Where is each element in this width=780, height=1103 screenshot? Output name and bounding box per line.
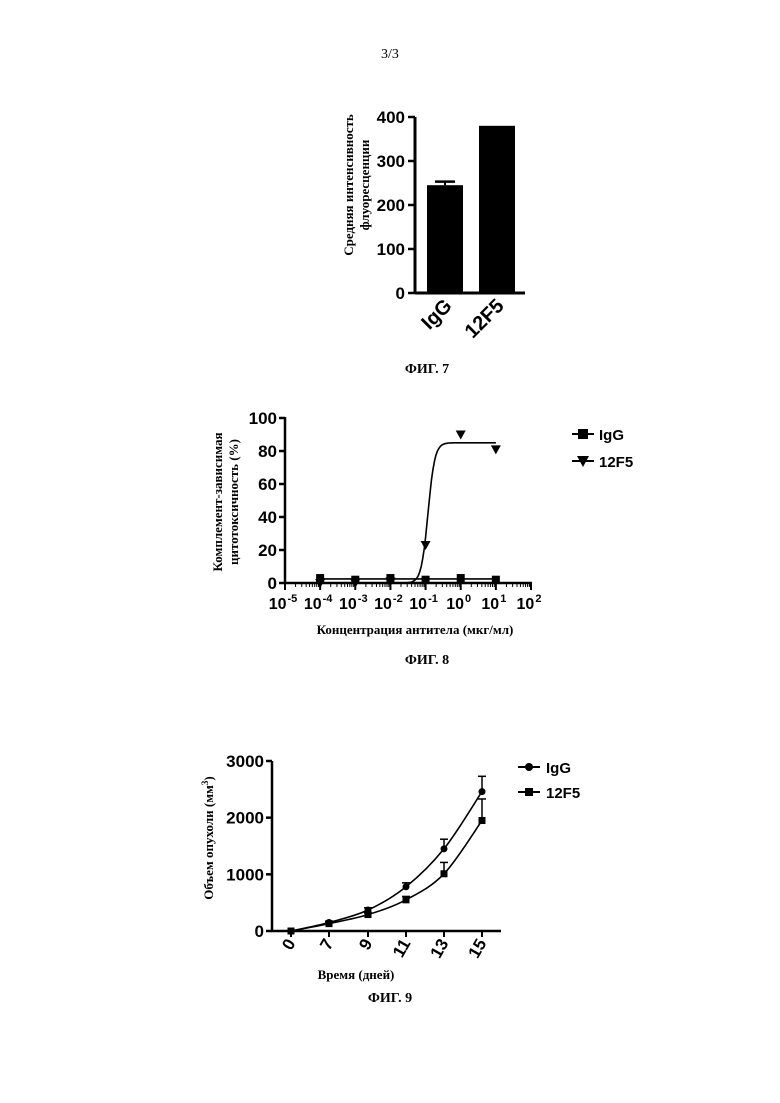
fig7-y-tick-label: 400 <box>377 108 405 127</box>
fig9-points <box>288 776 487 934</box>
fig8-y-ticks: 0 20 40 60 80 100 <box>249 409 285 593</box>
fig8-x-tick-label: 10-3 <box>339 593 368 613</box>
fig9-y-tick-label: 2000 <box>226 809 264 828</box>
fig9-x-tick-label: 9 <box>355 936 376 954</box>
fig8-points <box>315 431 501 589</box>
fig9-point-igg <box>403 883 410 890</box>
fig9-point-12f5 <box>326 920 333 927</box>
fig8-y-tick-label: 80 <box>258 442 277 461</box>
fig8-y-tick-label: 0 <box>268 574 277 593</box>
fig7-bars <box>427 126 515 293</box>
fig9-legend-igg-label: IgG <box>546 760 571 777</box>
fig8-x-tick-exponent: -2 <box>393 593 403 605</box>
fig8-x-tick-base: 10 <box>339 596 357 613</box>
fig8-x-tick-exponent: -1 <box>428 593 438 605</box>
fig8-x-tick-exponent: 0 <box>465 593 471 605</box>
figure-9: 0100020003000 079111315 Объем опухоли (м… <box>200 752 580 1006</box>
fig9-x-tick-label: 13 <box>427 936 453 962</box>
fig7-bar-12f5 <box>479 126 515 293</box>
fig9-x-tick-label: 0 <box>278 936 299 954</box>
fig8-y-tick-label: 60 <box>258 475 277 494</box>
fig9-x-ticks: 079 11 13 15 <box>278 931 490 961</box>
fig7-x-tick-label: IgG <box>417 295 456 334</box>
fig7-y-label-line1: Средняя интенсивность <box>341 114 356 256</box>
fig9-y-label: Объем опухоли (мм3) <box>200 776 216 899</box>
fig8-x-tick-base: 10 <box>304 596 322 613</box>
fig8-fit-curves <box>320 443 496 583</box>
figure-8: 020406080100 10-510-410-310-210-11001011… <box>210 409 633 668</box>
fig8-x-tick-base: 10 <box>374 596 392 613</box>
fig8-legend: IgG 12F5 <box>572 427 633 471</box>
fig8-point-12f5 <box>421 541 431 550</box>
fig8-x-tick-label: 101 <box>481 593 506 613</box>
fig8-x-ticks: 10-510-410-310-210-1100101102 <box>269 583 542 613</box>
fig9-point-12f5 <box>365 911 372 918</box>
fig9-x-tick-label: 7 <box>316 936 337 954</box>
fig8-caption: ФИГ. 8 <box>405 653 449 668</box>
fig7-x-labels: IgG12F5 <box>417 295 508 343</box>
fig8-legend-12f5-label: 12F5 <box>599 454 633 471</box>
fig8-x-tick-label: 102 <box>517 593 542 613</box>
fig8-fit-curve-12f5 <box>320 443 496 583</box>
fig8-x-tick-base: 10 <box>517 596 535 613</box>
fig8-x-tick-label: 10-5 <box>269 593 298 613</box>
fig9-legend-12f5-label: 12F5 <box>546 785 580 802</box>
fig8-y-label-line1: Комплемент-зависимая <box>210 432 225 571</box>
fig9-legend: IgG 12F5 <box>518 760 580 802</box>
fig7-y-tick-label: 300 <box>377 152 405 171</box>
fig8-x-tick-label: 10-1 <box>409 593 438 613</box>
fig7-y-ticks: 0 100 200 300 400 <box>377 108 415 303</box>
fig8-x-tick-exponent: -4 <box>323 593 334 605</box>
fig8-x-tick-label: 10-4 <box>304 593 333 613</box>
fig9-x-tick-label: 15 <box>465 936 491 962</box>
fig8-x-tick-base: 10 <box>446 596 464 613</box>
figure-7: 0 100 200 300 400 IgG12F5 Средняя интенсивно… <box>341 108 525 377</box>
fig9-x-tick-label: 11 <box>389 936 414 961</box>
fig8-x-tick-base: 10 <box>269 596 287 613</box>
fig9-point-12f5 <box>441 870 448 877</box>
fig7-x-tick-label: 12F5 <box>461 295 509 343</box>
fig9-point-12f5 <box>479 817 486 824</box>
fig8-x-tick-exponent: 1 <box>500 593 506 605</box>
fig9-x-label: Время (дней) <box>318 967 395 982</box>
fig7-y-tick-label: 0 <box>396 284 405 303</box>
fig9-y-tick-label: 1000 <box>226 865 264 884</box>
fig9-y-tick-label: 3000 <box>226 752 264 771</box>
fig8-y-tick-label: 100 <box>249 409 277 428</box>
fig8-x-tick-base: 10 <box>409 596 427 613</box>
fig8-x-tick-exponent: -5 <box>288 593 298 605</box>
fig9-legend-igg-marker <box>525 763 533 771</box>
fig9-y-label-close: ) <box>201 776 216 780</box>
fig7-y-label-line2: флуоресценции <box>357 139 372 230</box>
fig9-y-label-text: Объем опухоли (мм <box>201 785 216 900</box>
fig8-x-tick-label: 100 <box>446 593 471 613</box>
fig8-legend-igg-label: IgG <box>599 427 624 444</box>
fig7-y-tick-label: 100 <box>377 240 405 259</box>
fig8-point-igg <box>457 574 465 582</box>
fig9-series-lines <box>291 792 482 931</box>
fig7-caption: ФИГ. 7 <box>405 362 449 377</box>
fig8-x-tick-exponent: -3 <box>358 593 368 605</box>
fig9-point-12f5 <box>403 896 410 903</box>
fig8-y-tick-label: 20 <box>258 541 277 560</box>
fig8-x-label: Концентрация антитела (мкг/мл) <box>317 622 514 637</box>
fig9-caption: ФИГ. 9 <box>368 991 412 1006</box>
fig8-legend-igg-marker <box>578 429 588 439</box>
fig8-point-12f5 <box>456 431 466 440</box>
fig9-y-tick-label: 0 <box>255 922 264 941</box>
fig9-point-igg <box>479 788 486 795</box>
fig8-y-label-line2: цитотоксичность (%) <box>226 439 241 565</box>
fig8-x-tick-base: 10 <box>481 596 499 613</box>
fig9-y-ticks: 0 1000 2000 3000 <box>226 752 272 941</box>
fig7-bar-igg <box>427 185 463 293</box>
fig9-legend-12f5-marker <box>525 788 533 796</box>
fig8-point-12f5 <box>491 445 501 454</box>
fig8-x-tick-label: 10-2 <box>374 593 403 613</box>
fig8-x-tick-exponent: 2 <box>535 593 541 605</box>
fig9-point-igg <box>441 845 448 852</box>
fig7-y-tick-label: 200 <box>377 196 405 215</box>
fig8-y-tick-label: 40 <box>258 508 277 527</box>
